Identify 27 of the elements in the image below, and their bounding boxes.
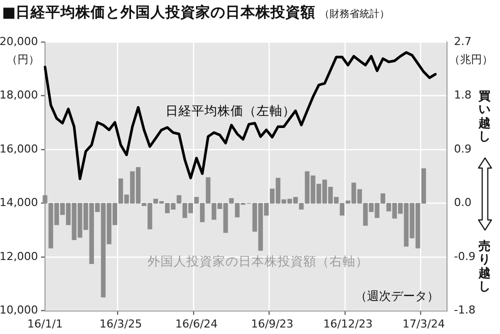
x-tick-label: 16/12/23: [323, 317, 373, 330]
y-tick-label: 20,000: [0, 34, 38, 48]
y2-tick-label: 0.0: [454, 196, 472, 210]
y2-tick-label: 0.9: [454, 142, 472, 156]
y2-axis-title: （兆円）: [449, 52, 493, 66]
y-tick-label: 10,000: [0, 304, 38, 317]
x-tick-label: 16/6/24: [175, 317, 218, 330]
chart-subtitle: （財務省統計）: [320, 9, 390, 20]
y2-tick-label: 2.7: [454, 34, 472, 48]
y2-tick-label: -1.8: [454, 304, 476, 317]
y-tick-label: 14,000: [0, 196, 38, 210]
x-tick-label: 16/1/1: [27, 317, 63, 330]
y-tick-label: 16,000: [0, 142, 38, 156]
y2-tick-label: 1.8: [454, 88, 472, 102]
text: 買い越し: [478, 89, 491, 144]
x-tick-label: 16/3/25: [100, 317, 142, 330]
series-label: 日経平均株価（左軸）: [166, 103, 296, 118]
chart-title: ■日経平均株価と外国人投資家の日本株投資額: [2, 5, 316, 21]
series-label: 外国人投資家の日本株投資額（右軸）: [148, 254, 369, 269]
text: 売り越し: [478, 239, 491, 294]
annotation: （週次データ）: [355, 288, 439, 303]
y-tick-label: 18,000: [0, 88, 38, 102]
x-tick-label: 17/3/24: [402, 317, 445, 330]
y2-tick-label: -0.9: [454, 250, 476, 263]
x-tick-label: 16/9/23: [251, 317, 294, 330]
y-tick-label: 12,000: [0, 250, 38, 263]
y-axis-title: （円）: [6, 52, 40, 66]
